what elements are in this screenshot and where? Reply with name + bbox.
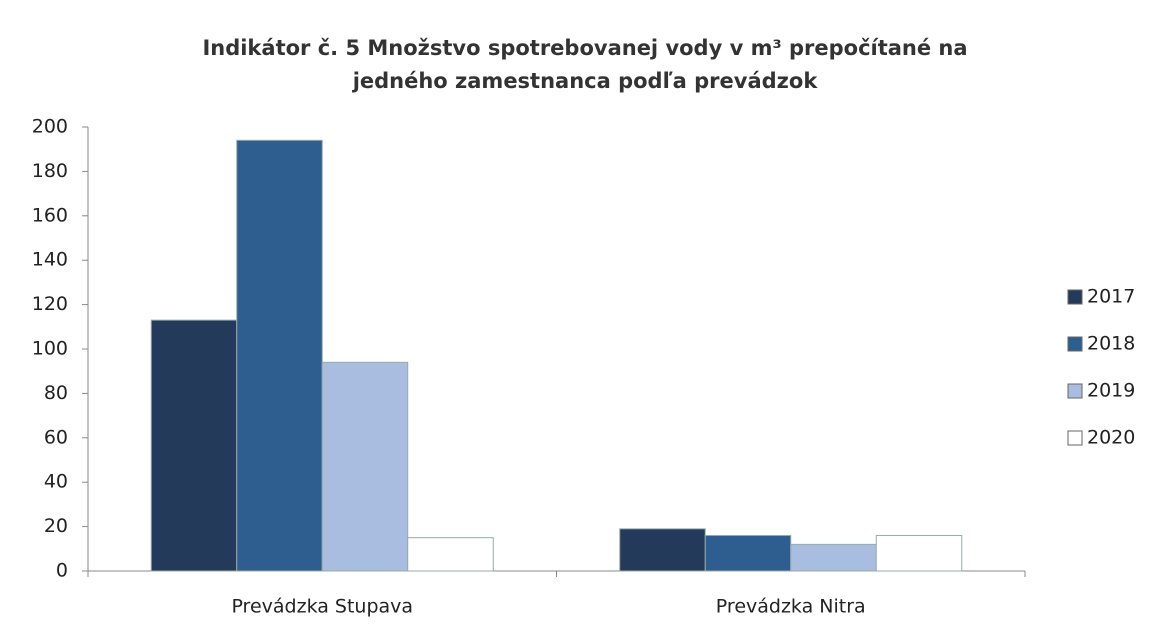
y-tick-label: 20 xyxy=(44,515,68,537)
y-tick-label: 0 xyxy=(56,560,68,582)
legend-swatch xyxy=(1067,336,1083,352)
bar xyxy=(407,537,494,572)
legend-swatch xyxy=(1067,430,1083,446)
y-tick-label: 100 xyxy=(32,338,68,360)
y-tick-label: 200 xyxy=(32,116,68,138)
bar xyxy=(150,319,238,572)
y-tick-label: 180 xyxy=(32,160,68,182)
y-tick-label: 160 xyxy=(32,204,68,226)
y-tick-label: 80 xyxy=(44,382,68,404)
legend-label: 2020 xyxy=(1087,427,1135,449)
bar xyxy=(619,528,706,572)
chart-title: Indikátor č. 5 Množstvo spotrebovanej vo… xyxy=(202,36,968,93)
bar xyxy=(704,534,792,572)
legend-swatch xyxy=(1067,383,1083,399)
bar xyxy=(321,361,409,572)
y-tick-label: 120 xyxy=(32,293,68,315)
y-tick-label: 60 xyxy=(44,426,68,448)
y-tick-label: 140 xyxy=(32,249,68,271)
x-tick-label: Prevádzka Stupava xyxy=(231,596,413,618)
y-tick-label: 40 xyxy=(44,471,68,493)
bar xyxy=(790,543,877,572)
bar xyxy=(236,139,323,572)
bar xyxy=(875,534,963,572)
legend-label: 2018 xyxy=(1087,333,1135,355)
legend-label: 2019 xyxy=(1087,380,1135,402)
legend-label: 2017 xyxy=(1087,286,1135,308)
x-tick-label: Prevádzka Nitra xyxy=(716,596,866,618)
legend-swatch xyxy=(1067,289,1083,305)
